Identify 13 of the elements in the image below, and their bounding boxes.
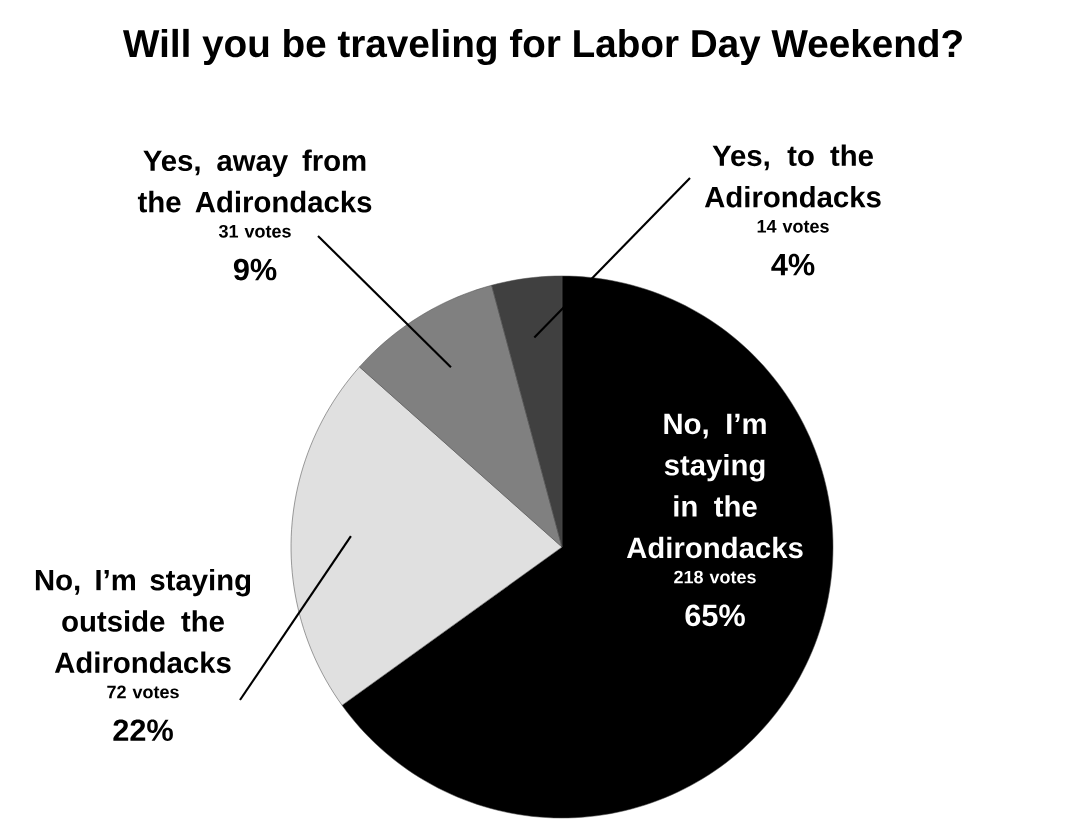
data-label: 14 votes bbox=[757, 220, 829, 233]
text: 4% bbox=[771, 253, 815, 276]
data-label: 218 votes bbox=[674, 570, 756, 584]
slice-label: No, I’m staying outside the Adirondacks bbox=[35, 568, 251, 674]
data-label: 72 votes bbox=[107, 685, 179, 699]
text: 22% bbox=[113, 719, 173, 742]
text: 65% bbox=[685, 604, 745, 627]
slice-label: Yes, to the Adirondacks bbox=[704, 144, 881, 208]
slice-label: Yes, away from the Adirondacks bbox=[137, 149, 372, 213]
data-label: 31 votes bbox=[218, 224, 291, 238]
slice-label: No, I’m staying in the Adirondacks bbox=[626, 413, 803, 559]
chart-title: Will you be traveling for Labor Day Weekend? bbox=[122, 28, 962, 66]
text: 9% bbox=[233, 258, 277, 281]
